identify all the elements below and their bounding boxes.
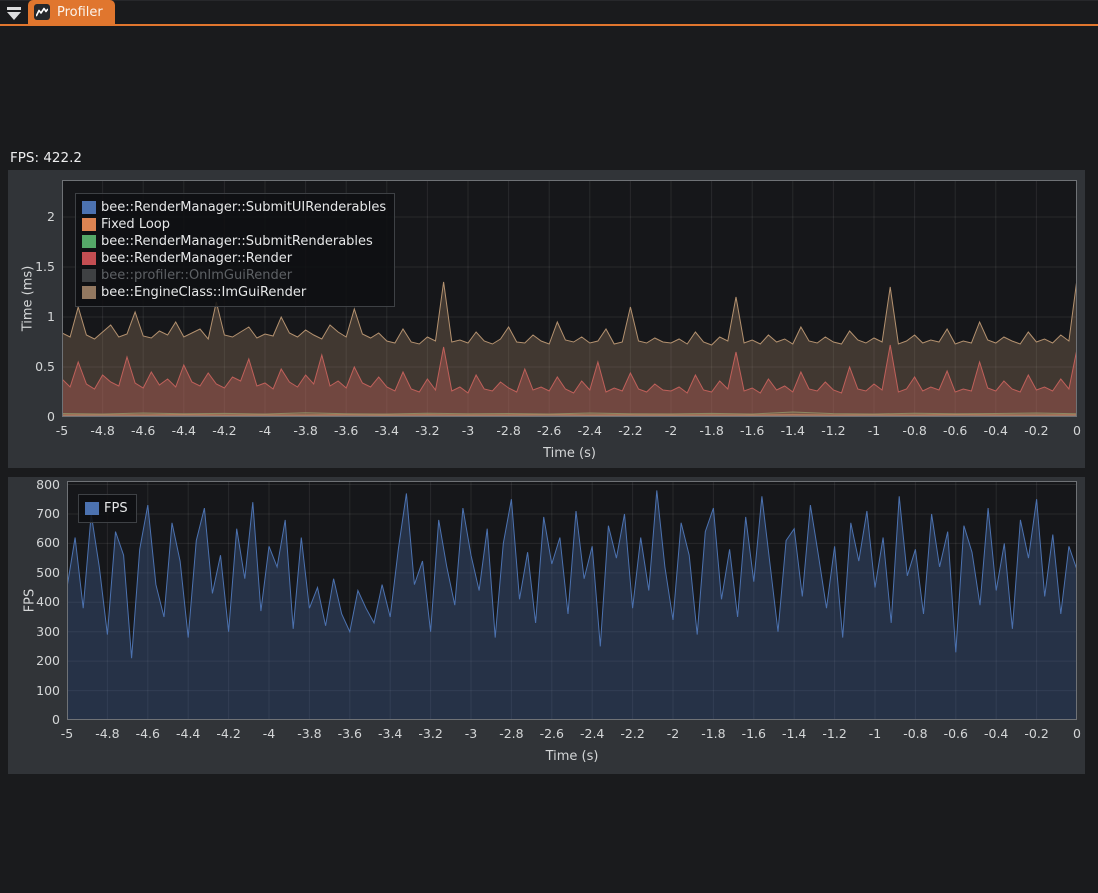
legend-swatch — [82, 201, 96, 214]
collapse-menu-icon[interactable] — [6, 5, 22, 21]
time-chart-panel: bee::RenderManager::SubmitUIRenderablesF… — [8, 170, 1085, 468]
legend-item[interactable]: Fixed Loop — [82, 216, 386, 233]
x-tick-label: 0 — [1052, 424, 1098, 437]
x-tick-label: 0 — [1052, 727, 1098, 740]
line-chart-icon — [34, 4, 50, 20]
legend-swatch — [82, 252, 96, 265]
legend-item[interactable]: FPS — [85, 500, 128, 517]
legend-swatch — [82, 269, 96, 282]
x-axis-label: Time (s) — [546, 749, 599, 764]
legend-item[interactable]: bee::profiler::OnImGuiRender — [82, 267, 386, 284]
y-axis-label: FPS — [23, 540, 38, 660]
y-tick-label: 2 — [9, 211, 55, 223]
plot-canvas-2[interactable] — [67, 481, 1077, 720]
y-tick-label: 100 — [14, 685, 60, 697]
legend-swatch — [85, 502, 99, 515]
legend-item[interactable]: bee::RenderManager::Render — [82, 250, 386, 267]
legend-swatch — [82, 218, 96, 231]
legend-swatch — [82, 235, 96, 248]
fps-status-text: FPS: 422.2 — [10, 150, 82, 166]
legend-item-label: bee::RenderManager::SubmitRenderables — [101, 234, 373, 250]
x-axis-label: Time (s) — [543, 446, 596, 461]
legend-item[interactable]: bee::EngineClass::ImGuiRender — [82, 284, 386, 301]
legend-item-label: FPS — [104, 501, 128, 517]
legend-item-label: bee::RenderManager::Render — [101, 251, 292, 267]
triangle-down-icon — [7, 12, 21, 20]
y-tick-label: 0 — [14, 714, 60, 726]
y-axis-label: Time (ms) — [21, 238, 36, 358]
tab-profiler-label: Profiler — [57, 5, 103, 20]
legend-item-label: bee::RenderManager::SubmitUIRenderables — [101, 200, 386, 216]
legend-item-label: bee::profiler::OnImGuiRender — [101, 268, 292, 284]
y-tick-label: 800 — [14, 479, 60, 491]
tab-profiler[interactable]: Profiler — [28, 0, 115, 24]
plot-area-1[interactable]: bee::RenderManager::SubmitUIRenderablesF… — [62, 180, 1077, 417]
legend-item[interactable]: bee::RenderManager::SubmitRenderables — [82, 233, 386, 250]
legend-item[interactable]: bee::RenderManager::SubmitUIRenderables — [82, 199, 386, 216]
legend-box: bee::RenderManager::SubmitUIRenderablesF… — [75, 193, 395, 307]
collapse-menu-icon-bar — [7, 7, 21, 10]
legend-item-label: bee::EngineClass::ImGuiRender — [101, 285, 306, 301]
legend-box: FPS — [78, 494, 137, 523]
plot-area-2[interactable]: FPS — [67, 481, 1077, 720]
y-tick-label: 0 — [9, 411, 55, 423]
y-tick-label: 0.5 — [9, 361, 55, 373]
legend-item-label: Fixed Loop — [101, 217, 170, 233]
y-tick-label: 700 — [14, 508, 60, 520]
legend-swatch — [82, 286, 96, 299]
fps-chart-panel: FPS0100200300400500600700800-5-4.8-4.6-4… — [8, 477, 1085, 774]
tab-bar: Profiler — [0, 0, 1098, 26]
